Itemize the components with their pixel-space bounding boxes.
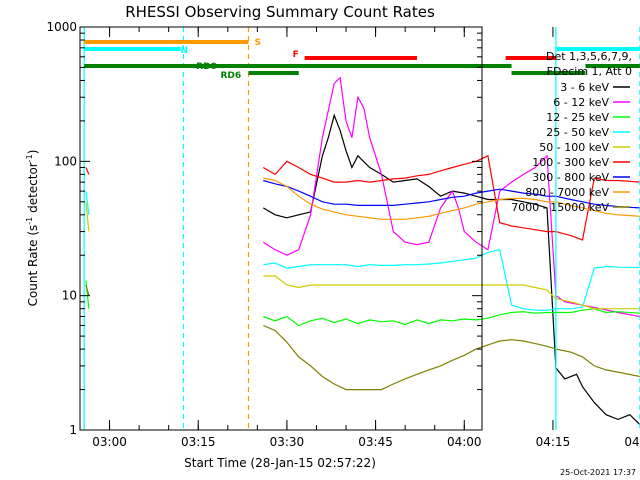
series-segment [263, 248, 640, 311]
y-axis: 1 10 100 1000 [46, 20, 482, 437]
y-axis-label: Count Rate (s-1 detector-1) [25, 150, 40, 307]
series-line-8 [263, 177, 640, 220]
legend-header-1: Det 1,3,5,6,7,9, [546, 50, 632, 63]
series-line-7 [263, 179, 640, 209]
x-tick-label: 04:00 [447, 435, 482, 449]
legend-label-3: 12 - 25 keV [546, 111, 609, 124]
y-tick-label: 1000 [46, 20, 77, 34]
series-segment [263, 275, 640, 310]
series-line-6 [85, 154, 640, 241]
series-line-9 [85, 284, 640, 391]
y-tick-label: 100 [54, 154, 77, 168]
y-tick-label: 1 [69, 423, 77, 437]
plot-area [85, 76, 640, 425]
series-segment [262, 113, 640, 425]
x-axis-label: Start Time (28-Jan-15 02:57:22) [184, 456, 376, 470]
series-segment [262, 76, 640, 318]
legend-label-7: 300 - 800 keV [532, 171, 609, 184]
series-line-1 [262, 113, 640, 425]
y-tick-label: 10 [62, 289, 77, 303]
legend-label-8: 800 - 7000 keV [525, 186, 609, 199]
legend-label-4: 25 - 50 keV [546, 126, 609, 139]
flag-label-n: N [181, 46, 189, 56]
series-line-2 [262, 76, 640, 318]
flag-label-rd0: RD0 [196, 62, 217, 72]
series-segment [263, 179, 640, 209]
legend-label-1: 3 - 6 keV [560, 81, 609, 94]
series-segment [263, 324, 640, 391]
flag-label-rd6: RD6 [220, 71, 241, 81]
x-tick-label: 04:15 [536, 435, 571, 449]
series-segment [262, 154, 640, 241]
series-segment [263, 308, 640, 327]
x-tick-label: 03:30 [270, 435, 305, 449]
series-segment [85, 191, 90, 215]
x-tick-label: 04:30 [624, 435, 640, 449]
x-tick-label: 03:00 [92, 435, 127, 449]
legend: Det 1,3,5,6,7,9, FDecim 1, Att 0 3 - 6 k… [511, 50, 632, 214]
series-line-5 [85, 201, 640, 310]
x-axis: 03:00 03:15 03:30 03:45 04:00 04:15 04:30 [79, 27, 640, 449]
legend-label-6: 100 - 300 keV [532, 156, 609, 169]
legend-header-2: FDecim 1, Att 0 [547, 65, 632, 78]
chart-title: RHESSI Observing Summary Count Rates [125, 3, 435, 21]
legend-label-9: 7000 - 15000 keV [511, 201, 609, 214]
legend-label-2: 6 - 12 keV [553, 96, 609, 109]
plot-frame [79, 26, 483, 431]
x-tick-label: 03:15 [181, 435, 216, 449]
series-segment [85, 284, 90, 296]
x-tick-label: 03:45 [358, 435, 393, 449]
series-line-4 [85, 191, 640, 311]
legend-label-5: 50 - 100 keV [539, 141, 609, 154]
series-segment [85, 201, 90, 232]
flag-label-f: F [293, 50, 299, 60]
timestamp: 25-Oct-2021 17:37 [560, 468, 636, 477]
series-segment [85, 167, 90, 175]
flag-label-s: S [254, 38, 260, 48]
series-segment [263, 177, 640, 220]
